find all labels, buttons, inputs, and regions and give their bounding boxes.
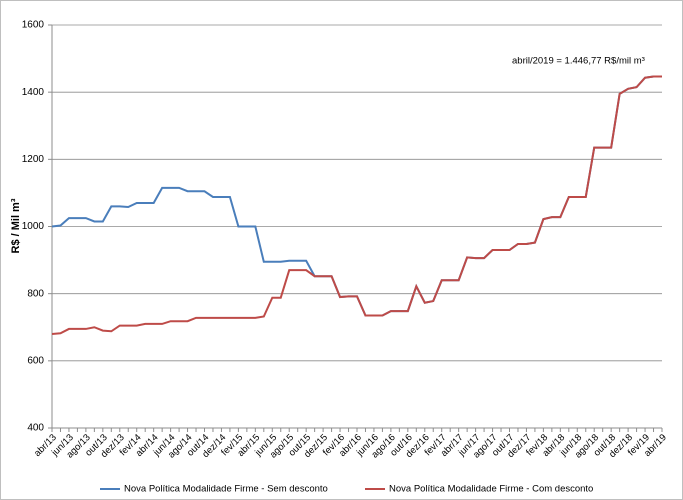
- y-axis-label: R$ / Mil m³: [10, 198, 22, 253]
- series-line: [51, 75, 662, 335]
- annotation: abril/2019 = 1.446,77 R$/mil m³: [512, 56, 645, 67]
- y-tick-label: 600: [27, 355, 44, 366]
- y-tick-label: 800: [27, 288, 44, 299]
- y-tick-label: 1200: [22, 154, 45, 165]
- legend-label: Nova Política Modalidade Firme - Sem des…: [124, 484, 328, 495]
- y-tick-label: 1000: [22, 221, 45, 232]
- legend-label: Nova Política Modalidade Firme - Com des…: [389, 484, 593, 495]
- y-tick-label: 1600: [22, 20, 45, 31]
- y-tick-label: 400: [27, 423, 44, 434]
- y-tick-label: 1400: [22, 87, 45, 98]
